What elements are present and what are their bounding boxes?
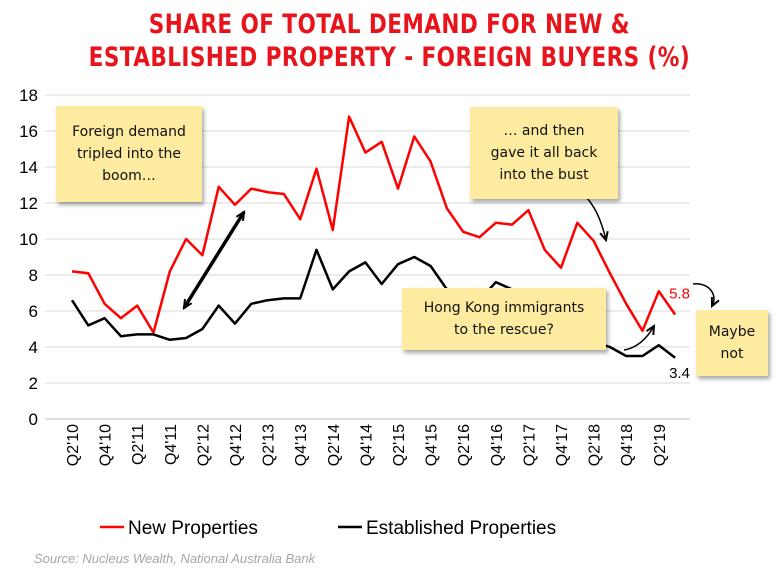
- chart-title-line2: ESTABLISHED PROPERTY - FOREIGN BUYERS (%…: [88, 42, 691, 73]
- x-tick-label: Q2'13: [261, 424, 278, 466]
- x-tick-label: Q2'12: [195, 424, 212, 466]
- data-label: 5.8: [669, 286, 690, 303]
- x-tick-label: Q2'17: [521, 424, 538, 466]
- y-tick-label: 16: [19, 122, 38, 141]
- rescue-arrow: [623, 325, 655, 351]
- y-tick-label: 0: [29, 410, 38, 429]
- x-tick-label: Q4'13: [293, 424, 310, 466]
- legend-label: New Properties: [128, 518, 258, 539]
- note-bust-line3: into the bust: [499, 167, 589, 183]
- note-foreign-demand-line2: tripled into the: [76, 146, 182, 162]
- y-tick-label: 4: [29, 338, 38, 357]
- y-axis-ticks: 0 2 4 6 8 10 12 14 16 18: [19, 86, 38, 429]
- annotation-arrows: [182, 185, 720, 351]
- x-tick-label: Q2'16: [456, 424, 473, 466]
- arrow-head: [599, 230, 609, 243]
- x-tick-label: Q4'14: [358, 424, 375, 466]
- chart-title-line1: SHARE OF TOTAL DEMAND FOR NEW &: [148, 9, 630, 40]
- arrow-head: [182, 298, 193, 310]
- note-hong-kong-line2: to the rescue?: [454, 322, 554, 338]
- note-foreign-demand: Foreign demand tripled into the boom…: [56, 106, 202, 202]
- legend: New Properties Established Properties: [100, 518, 556, 539]
- y-tick-label: 18: [19, 86, 38, 105]
- note-maybe-not: Maybe not: [696, 310, 768, 376]
- note-bust: … and then gave it all back into the bus…: [470, 107, 618, 199]
- y-tick-label: 2: [29, 374, 38, 393]
- note-bust-line2: gave it all back: [490, 145, 598, 161]
- arrow-head: [235, 210, 246, 222]
- boom-double-arrow: [182, 211, 246, 309]
- x-tick-label: Q4'17: [554, 424, 571, 466]
- note-foreign-demand-line1: Foreign demand: [72, 124, 186, 140]
- series-line-new-properties: [71, 115, 677, 334]
- y-tick-label: 8: [29, 266, 38, 285]
- x-tick-label: Q4'15: [424, 424, 441, 466]
- x-tick-label: Q4'10: [98, 424, 115, 466]
- note-foreign-demand-line3: boom…: [102, 168, 156, 184]
- maybe-not-arrow: [692, 283, 715, 307]
- source-note: Source: Nucleus Wealth, National Austral…: [34, 551, 316, 566]
- x-tick-label: Q4'18: [619, 424, 636, 466]
- note-maybe-not-line2: not: [720, 346, 744, 362]
- x-tick-label: Q4'12: [228, 424, 245, 466]
- y-tick-label: 12: [19, 194, 38, 213]
- legend-label: Established Properties: [366, 518, 556, 539]
- x-tick-label: Q2'18: [587, 424, 604, 466]
- note-hong-kong: Hong Kong immigrants to the rescue?: [402, 288, 606, 350]
- x-tick-label: Q2'11: [130, 424, 147, 465]
- x-tick-label: Q2'19: [652, 424, 669, 466]
- note-hong-kong-line1: Hong Kong immigrants: [423, 300, 585, 316]
- y-tick-label: 10: [19, 230, 38, 249]
- x-tick-label: Q4'11: [163, 424, 180, 465]
- data-labels: 5.8 3.4: [669, 286, 690, 382]
- chart-title: SHARE OF TOTAL DEMAND FOR NEW & ESTABLIS…: [78, 8, 701, 74]
- x-tick-label: Q2'14: [326, 424, 343, 466]
- y-tick-label: 6: [29, 302, 38, 321]
- arrow-head: [645, 324, 656, 336]
- y-tick-label: 14: [19, 158, 38, 177]
- note-bust-line1: … and then: [503, 123, 585, 139]
- x-axis-ticks: Q2'10 Q4'10 Q2'11 Q4'11 Q2'12 Q4'12 Q2'13 Q4'13…: [65, 424, 669, 466]
- x-tick-label: Q4'16: [489, 424, 506, 466]
- arrow-head: [710, 296, 720, 309]
- note-maybe-not-line1: Maybe: [708, 324, 756, 340]
- data-label: 3.4: [669, 365, 690, 382]
- x-tick-label: Q2'10: [65, 424, 82, 466]
- x-tick-label: Q2'15: [391, 424, 408, 466]
